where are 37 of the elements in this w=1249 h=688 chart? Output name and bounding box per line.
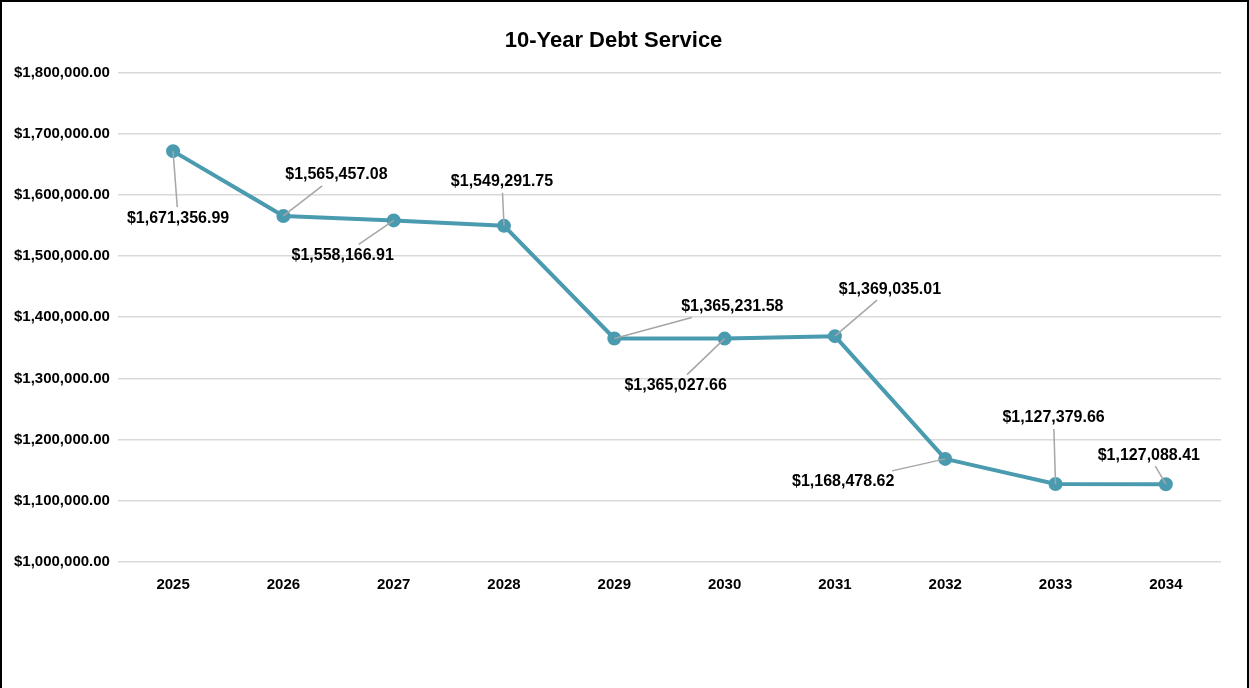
x-tick-label: 2032: [928, 575, 962, 593]
y-tick-label: $1,700,000.00: [13, 123, 110, 141]
data-label: $1,365,231.58: [681, 296, 784, 314]
y-tick-label: $1,500,000.00: [13, 246, 110, 264]
chart-title: 10-Year Debt Service: [504, 27, 723, 53]
data-label: $1,565,457.08: [285, 165, 388, 183]
point: [1158, 477, 1173, 492]
data-label: $1,549,291.75: [450, 172, 554, 190]
y-tick-label: $1,200,000.00: [13, 429, 110, 447]
x-tick-label: 2030: [707, 575, 742, 593]
point: [717, 331, 732, 346]
point: [386, 213, 401, 228]
point: [1048, 477, 1063, 492]
x-tick-label: 2025: [156, 575, 190, 593]
point: [276, 208, 291, 223]
point: [607, 331, 622, 346]
x-tick-label: 2033: [1038, 575, 1073, 593]
data-label: $1,127,379.66: [1002, 408, 1105, 426]
y-tick-label: $1,400,000.00: [13, 307, 110, 325]
x-tick-label: 2027: [377, 575, 411, 593]
x-tick-label: 2028: [487, 575, 521, 593]
y-tick-label: $1,100,000.00: [13, 490, 110, 508]
data-label: $1,127,088.41: [1097, 445, 1201, 463]
data-label: $1,369,035.01: [838, 279, 942, 297]
data-label: $1,168,478.62: [792, 472, 895, 490]
point: [938, 451, 953, 466]
y-tick-label: $1,300,000.00: [13, 368, 110, 386]
data-label: $1,365,027.66: [624, 376, 727, 394]
x-tick-label: 2029: [597, 575, 631, 593]
y-tick-label: $1,000,000.00: [13, 552, 110, 570]
y-tick-label: $1,600,000.00: [13, 184, 110, 202]
x-tick-label: 2026: [266, 575, 301, 593]
y-tick-label: $1,800,000.00: [13, 62, 110, 80]
x-tick-label: 2034: [1149, 575, 1184, 593]
data-label: $1,671,356.99: [126, 208, 230, 226]
data-label: $1,558,166.91: [291, 245, 394, 263]
x-tick-label: 2031: [818, 575, 852, 593]
